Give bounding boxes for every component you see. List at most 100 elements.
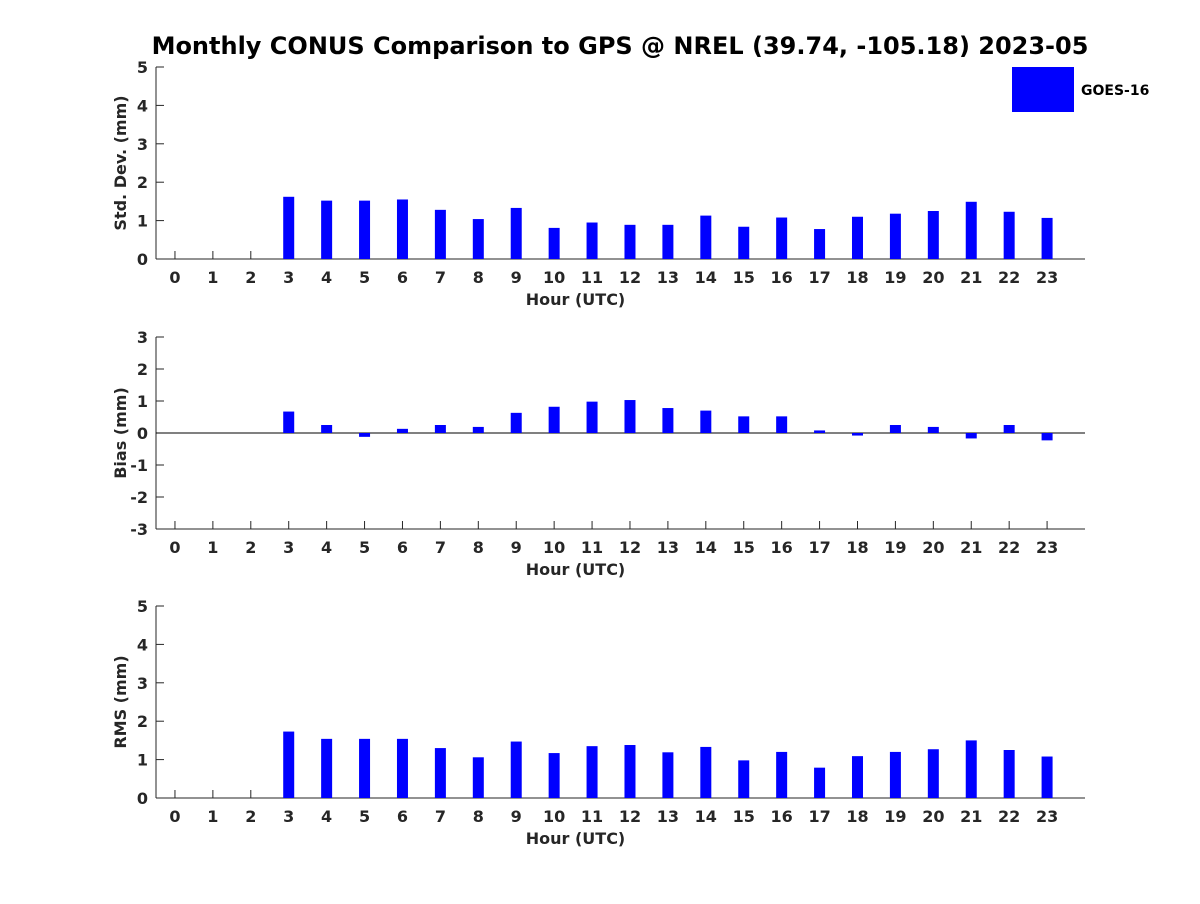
bar-hour-20 bbox=[927, 426, 939, 433]
x-tick-label: 23 bbox=[1036, 538, 1058, 557]
chart-title: Monthly CONUS Comparison to GPS @ NREL (… bbox=[152, 32, 1089, 60]
bar-hour-17 bbox=[814, 229, 826, 259]
bar-hour-9 bbox=[510, 207, 522, 259]
x-tick-label: 23 bbox=[1036, 268, 1058, 287]
bar-hour-16 bbox=[776, 416, 788, 433]
x-tick-label: 19 bbox=[884, 268, 906, 287]
x-tick-label: 1 bbox=[207, 268, 218, 287]
x-tick-label: 9 bbox=[511, 538, 522, 557]
x-tick-label: 5 bbox=[359, 807, 370, 826]
x-tick-label: 23 bbox=[1036, 807, 1058, 826]
bar-hour-22 bbox=[1003, 211, 1015, 259]
x-tick-label: 9 bbox=[511, 807, 522, 826]
x-axis-label: Hour (UTC) bbox=[526, 290, 626, 309]
y-tick-label: -3 bbox=[130, 520, 148, 539]
y-tick-label: 2 bbox=[137, 173, 148, 192]
bar-hour-13 bbox=[662, 224, 674, 259]
bar-hour-12 bbox=[624, 224, 636, 259]
bar-hour-4 bbox=[321, 425, 333, 433]
x-tick-label: 4 bbox=[321, 538, 332, 557]
bar-hour-13 bbox=[662, 408, 674, 433]
x-tick-label: 3 bbox=[283, 538, 294, 557]
bar-hour-7 bbox=[434, 209, 446, 259]
bar-hour-22 bbox=[1003, 750, 1015, 798]
x-tick-label: 6 bbox=[397, 807, 408, 826]
bar-hour-14 bbox=[700, 215, 712, 259]
x-tick-label: 18 bbox=[846, 268, 868, 287]
y-axis-label: Bias (mm) bbox=[111, 387, 130, 479]
bar-hour-6 bbox=[396, 199, 408, 259]
bar-hour-21 bbox=[965, 740, 977, 798]
y-tick-label: 0 bbox=[137, 250, 148, 269]
y-tick-label: 5 bbox=[137, 58, 148, 77]
x-tick-label: 0 bbox=[169, 538, 180, 557]
x-tick-label: 0 bbox=[169, 807, 180, 826]
y-axis-label: RMS (mm) bbox=[111, 655, 130, 748]
x-tick-label: 16 bbox=[771, 807, 793, 826]
x-tick-label: 7 bbox=[435, 268, 446, 287]
bar-hour-23 bbox=[1041, 756, 1053, 798]
y-tick-label: -2 bbox=[130, 488, 148, 507]
x-tick-label: 11 bbox=[581, 807, 603, 826]
bar-hour-17 bbox=[814, 767, 826, 798]
bar-hour-5 bbox=[359, 433, 371, 437]
x-tick-label: 12 bbox=[619, 807, 641, 826]
bar-hour-4 bbox=[321, 738, 333, 798]
bar-hour-15 bbox=[738, 760, 750, 798]
x-tick-label: 16 bbox=[771, 538, 793, 557]
bar-hour-5 bbox=[359, 200, 371, 259]
x-tick-label: 14 bbox=[695, 538, 717, 557]
bar-hour-10 bbox=[548, 227, 560, 259]
bar-hour-6 bbox=[396, 428, 408, 433]
x-tick-label: 4 bbox=[321, 807, 332, 826]
y-tick-label: 0 bbox=[137, 789, 148, 808]
bar-hour-12 bbox=[624, 400, 636, 433]
bar-hour-16 bbox=[776, 217, 788, 259]
bar-hour-6 bbox=[396, 738, 408, 798]
x-tick-label: 1 bbox=[207, 807, 218, 826]
x-tick-label: 13 bbox=[657, 268, 679, 287]
y-axis-label: Std. Dev. (mm) bbox=[111, 95, 130, 230]
x-tick-label: 18 bbox=[846, 807, 868, 826]
x-tick-label: 3 bbox=[283, 807, 294, 826]
x-tick-label: 9 bbox=[511, 268, 522, 287]
bar-hour-11 bbox=[586, 401, 598, 433]
bar-hour-17 bbox=[814, 430, 826, 433]
x-tick-label: 2 bbox=[245, 268, 256, 287]
x-tick-label: 14 bbox=[695, 268, 717, 287]
y-tick-label: 2 bbox=[137, 360, 148, 379]
bar-hour-4 bbox=[321, 200, 333, 259]
x-tick-label: 6 bbox=[397, 538, 408, 557]
bar-hour-21 bbox=[965, 433, 977, 439]
y-tick-label: 3 bbox=[137, 328, 148, 347]
x-tick-label: 7 bbox=[435, 538, 446, 557]
y-tick-label: 5 bbox=[137, 597, 148, 616]
y-tick-label: 1 bbox=[137, 392, 148, 411]
bar-hour-19 bbox=[889, 751, 901, 798]
x-tick-label: 17 bbox=[808, 538, 830, 557]
x-tick-label: 15 bbox=[733, 807, 755, 826]
x-tick-label: 17 bbox=[808, 268, 830, 287]
bar-hour-15 bbox=[738, 416, 750, 433]
x-tick-label: 21 bbox=[960, 538, 982, 557]
bar-hour-11 bbox=[586, 222, 598, 259]
legend: GOES-16 bbox=[1012, 67, 1149, 112]
bar-hour-12 bbox=[624, 745, 636, 798]
x-tick-label: 12 bbox=[619, 268, 641, 287]
bar-hour-13 bbox=[662, 752, 674, 798]
x-axis-label: Hour (UTC) bbox=[526, 560, 626, 579]
bar-hour-10 bbox=[548, 753, 560, 798]
x-tick-label: 18 bbox=[846, 538, 868, 557]
x-tick-label: 16 bbox=[771, 268, 793, 287]
legend-swatch bbox=[1012, 67, 1074, 112]
bar-hour-23 bbox=[1041, 433, 1053, 441]
y-tick-label: 3 bbox=[137, 674, 148, 693]
bar-hour-22 bbox=[1003, 425, 1015, 433]
x-tick-label: 3 bbox=[283, 268, 294, 287]
x-tick-label: 0 bbox=[169, 268, 180, 287]
bar-hour-10 bbox=[548, 406, 560, 433]
y-tick-label: 4 bbox=[137, 96, 148, 115]
x-tick-label: 7 bbox=[435, 807, 446, 826]
